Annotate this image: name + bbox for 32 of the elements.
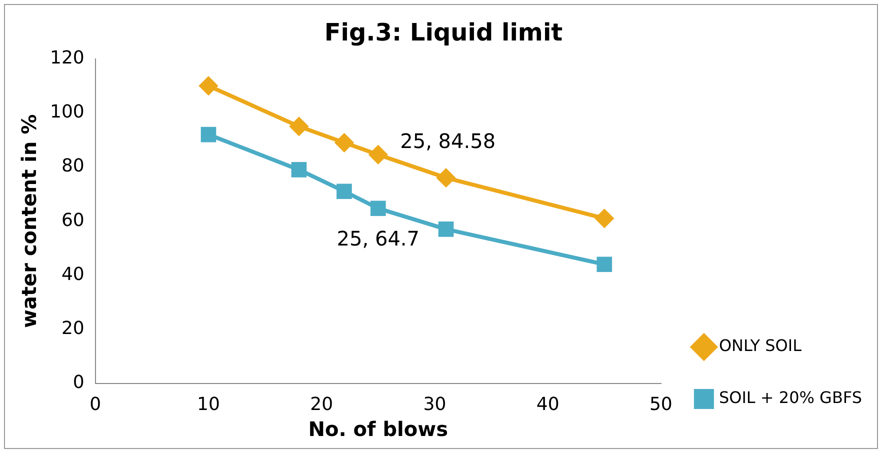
y-tick-label: 0 — [72, 372, 84, 394]
x-tick-label: 10 — [197, 394, 220, 415]
point — [369, 146, 388, 164]
x-tick-label: 30 — [423, 394, 446, 415]
point — [291, 162, 307, 178]
point — [370, 200, 386, 216]
point — [438, 222, 454, 237]
point — [200, 126, 216, 142]
x-tick-label: 40 — [536, 394, 560, 415]
y-tick-label: 100 — [50, 102, 84, 123]
point — [596, 256, 612, 272]
point — [336, 184, 352, 199]
point — [290, 117, 308, 136]
y-tick-label: 40 — [61, 264, 84, 285]
annotation: 25, 84.58 — [400, 128, 496, 153]
legend-label: ONLY SOIL — [718, 336, 802, 356]
x-tick-label: 20 — [310, 394, 334, 415]
y-tick-label: 20 — [61, 318, 84, 339]
x-tick-label: 0 — [90, 394, 102, 415]
x-tick-label: 50 — [649, 394, 672, 415]
annotation: 25, 64.7 — [336, 226, 420, 251]
point — [595, 209, 614, 228]
y-tick-label: 120 — [50, 47, 84, 68]
y-axis-title: water content in % — [17, 114, 42, 328]
x-axis-title: No. of blows — [308, 417, 448, 442]
point — [437, 168, 456, 187]
y-tick-label: 80 — [61, 156, 84, 177]
legend-label: SOIL + 20% GBFS — [718, 388, 862, 408]
y-tick-label: 60 — [61, 210, 84, 231]
point — [335, 134, 354, 152]
point — [199, 76, 218, 95]
chart-title: Fig.3: Liquid limit — [324, 18, 563, 47]
